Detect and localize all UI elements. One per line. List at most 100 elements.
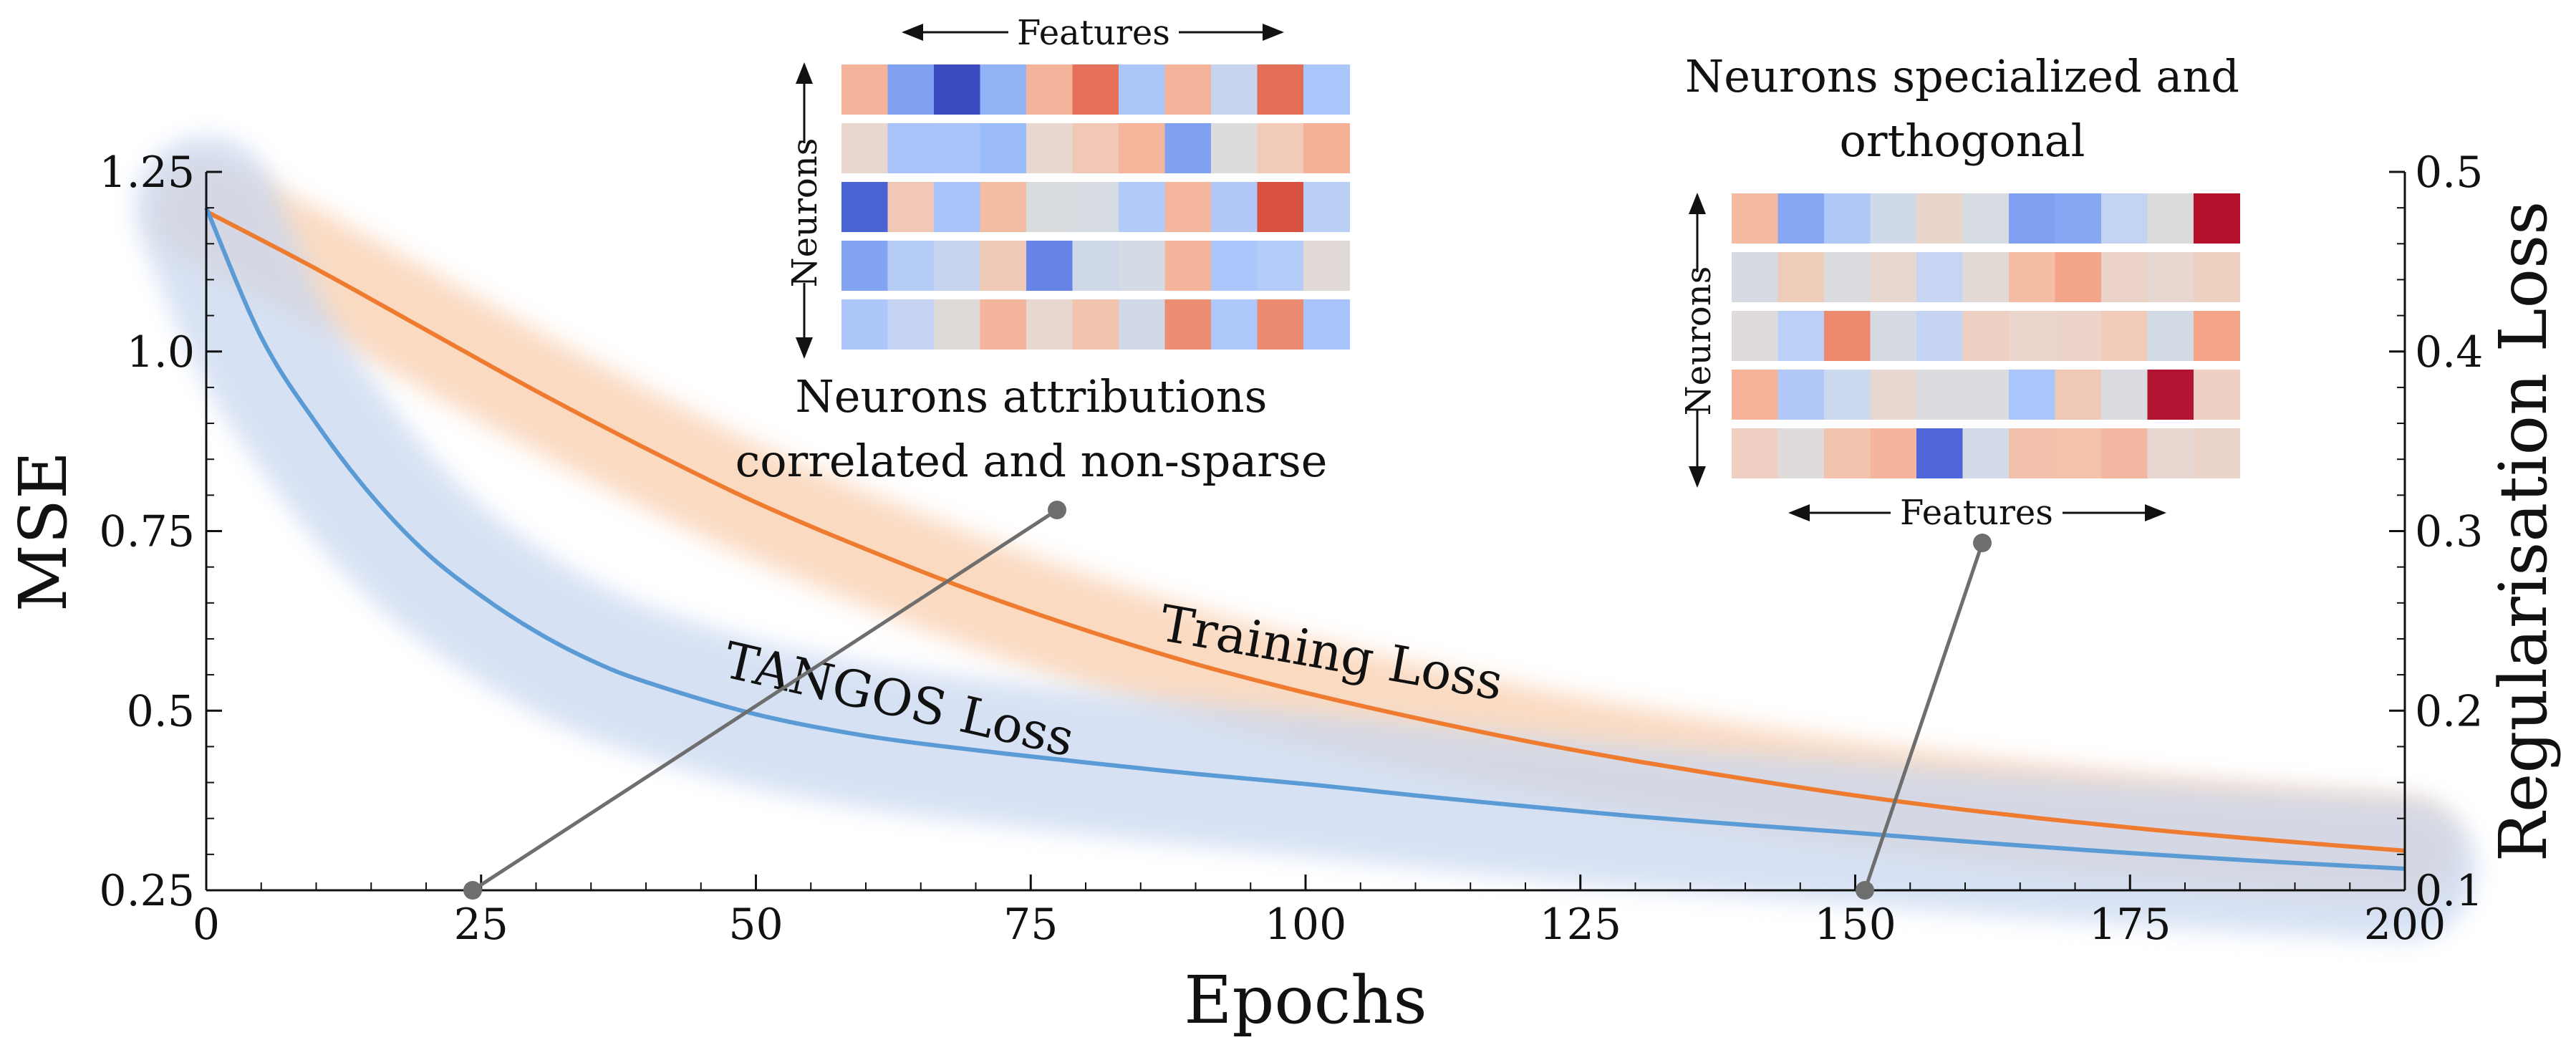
heatmap-cell: [2009, 370, 2055, 420]
annotation-left-leader-bottom-dot: [463, 881, 482, 900]
y-tick-label-left: 0.5: [127, 686, 195, 736]
x-tick-label: 75: [1003, 900, 1058, 950]
heatmap-cell: [1165, 241, 1212, 291]
heatmap-cell: [841, 299, 888, 350]
heatmap-cell: [980, 64, 1027, 115]
annotation-right-line-2: orthogonal: [1840, 115, 2085, 167]
heatmap-cell: [1963, 370, 2010, 420]
heatmap-cell: [841, 182, 888, 232]
heatmap-cell: [2009, 311, 2055, 361]
heatmap-cell: [841, 123, 888, 173]
heatmap-cell: [1258, 299, 1304, 350]
heatmap-cell: [1303, 182, 1350, 232]
heatmap-cell: [1963, 311, 2010, 361]
heatmap-cell: [2101, 370, 2148, 420]
heatmap-cell: [1211, 299, 1258, 350]
heatmap-cell: [1778, 428, 1825, 478]
heatmap-cell: [934, 241, 980, 291]
heatmap-cell: [1824, 252, 1871, 302]
y-tick-label-left: 1.0: [127, 327, 195, 377]
heatmap-cell: [2055, 252, 2102, 302]
x-tick-label: 0: [193, 900, 220, 950]
heatmap-cell: [1303, 123, 1350, 173]
heatmap-cell: [1732, 428, 1778, 478]
heatmap-cell: [1732, 370, 1778, 420]
heatmap-cell: [1073, 182, 1119, 232]
heatmap-cell: [1303, 241, 1350, 291]
heatmap-cell: [980, 299, 1027, 350]
heatmap-cell: [1119, 299, 1165, 350]
heatmap-cell: [2055, 428, 2102, 478]
y-axis-title-left: MSE: [5, 451, 82, 612]
heatmap-cell: [1165, 123, 1212, 173]
heatmap-cell: [2148, 311, 2194, 361]
heatmap-cell: [1778, 370, 1825, 420]
heatmap-cell: [888, 64, 935, 115]
heatmap-cell: [1211, 182, 1258, 232]
y-tick-label-left: 1.25: [99, 148, 195, 198]
heatmap-cell: [1732, 311, 1778, 361]
heatmap-cell: [1165, 299, 1212, 350]
heatmap-cell: [2148, 193, 2194, 244]
heatmap-cell: [2101, 252, 2148, 302]
heatmap-cell: [2148, 428, 2194, 478]
y-tick-label-left: 0.75: [99, 507, 195, 557]
heatmap-cell: [1824, 370, 1871, 420]
x-axis-title: Epochs: [1184, 962, 1427, 1039]
x-tick-label: 175: [2089, 900, 2171, 950]
x-tick-label: 100: [1265, 900, 1347, 950]
inset-right-axes: Features Neurons: [1679, 195, 2164, 533]
heatmap-cell: [2009, 193, 2055, 244]
inset-left-features-label: Features: [1017, 13, 1170, 53]
heatmap-cell: [1963, 193, 2010, 244]
y-tick-label-right: 0.5: [2415, 148, 2483, 198]
heatmap-cell: [2101, 428, 2148, 478]
heatmap-cell: [2055, 370, 2102, 420]
heatmap-cell: [888, 299, 935, 350]
heatmap-cell: [1824, 428, 1871, 478]
heatmap-cell: [2194, 252, 2240, 302]
heatmap-cell: [1258, 123, 1304, 173]
heatmap-cell: [2194, 311, 2240, 361]
heatmap-cell: [1303, 299, 1350, 350]
heatmap-cell: [888, 123, 935, 173]
heatmap-cell: [1824, 311, 1871, 361]
x-tick-label: 50: [728, 900, 783, 950]
heatmap-cell: [1073, 123, 1119, 173]
heatmap-cell: [1778, 252, 1825, 302]
heatmap-cell: [1871, 311, 1917, 361]
heatmap-cell: [1778, 311, 1825, 361]
annotation-left-leader-top-dot: [1048, 501, 1066, 519]
heatmap-cell: [1778, 193, 1825, 244]
heatmap-cell: [841, 64, 888, 115]
heatmap-cell: [1871, 252, 1917, 302]
heatmap-cell: [1026, 299, 1073, 350]
annotation-left-line-2: correlated and non-sparse: [735, 435, 1328, 487]
heatmap-cell: [1871, 370, 1917, 420]
heatmap-cell: [1871, 428, 1917, 478]
heatmap-cell: [841, 241, 888, 291]
heatmap-inset-left: [841, 64, 1350, 350]
heatmap-cell: [2009, 428, 2055, 478]
heatmap-cell: [934, 299, 980, 350]
heatmap-cell: [2194, 193, 2240, 244]
y-tick-label-right: 0.4: [2415, 327, 2483, 377]
heatmap-cell: [2194, 428, 2240, 478]
heatmap-cell: [1165, 182, 1212, 232]
heatmap-cell: [1963, 252, 2010, 302]
heatmap-cell: [1119, 64, 1165, 115]
heatmap-cell: [1119, 241, 1165, 291]
heatmap-cell: [888, 182, 935, 232]
heatmap-cell: [980, 241, 1027, 291]
annotation-right-leader-bottom-dot: [1856, 881, 1874, 900]
heatmap-cell: [1732, 193, 1778, 244]
inset-left-neurons-label: Neurons: [785, 138, 825, 288]
heatmap-cell: [1258, 241, 1304, 291]
heatmap-inset-right: [1732, 193, 2240, 478]
y-tick-label-right: 0.1: [2415, 866, 2483, 916]
heatmap-cell: [1916, 252, 1963, 302]
heatmap-cell: [2101, 311, 2148, 361]
heatmap-cell: [1963, 428, 2010, 478]
heatmap-cell: [934, 123, 980, 173]
